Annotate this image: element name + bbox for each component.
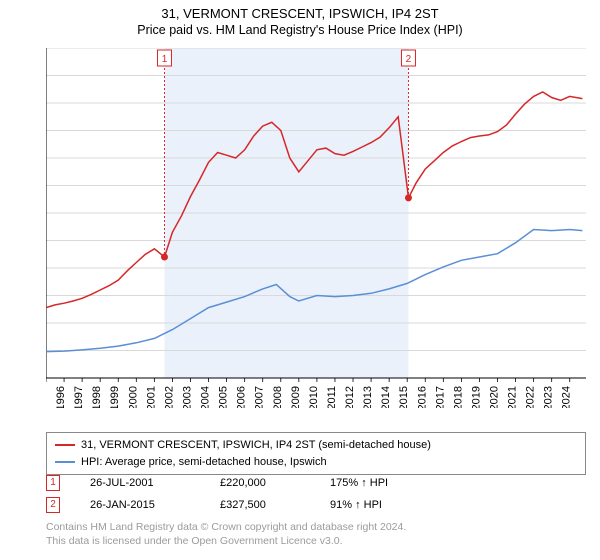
title-main: 31, VERMONT CRESCENT, IPSWICH, IP4 2ST — [0, 6, 600, 21]
marker-pct: 175% ↑ HPI — [330, 477, 450, 489]
footer-line2: This data is licensed under the Open Gov… — [46, 534, 586, 548]
svg-text:2002: 2002 — [163, 386, 175, 408]
legend-swatch — [55, 461, 75, 463]
marker-badge: 2 — [46, 497, 60, 513]
marker-badge: 1 — [46, 475, 60, 491]
svg-text:2019: 2019 — [470, 386, 482, 408]
svg-text:2006: 2006 — [236, 386, 248, 408]
legend-item: HPI: Average price, semi-detached house,… — [55, 454, 577, 471]
svg-text:1996: 1996 — [55, 386, 67, 408]
svg-text:1: 1 — [162, 54, 168, 65]
svg-text:2011: 2011 — [326, 386, 338, 408]
svg-text:2000: 2000 — [127, 386, 139, 408]
chart: £0£50K£100K£150K£200K£250K£300K£350K£400… — [46, 48, 586, 408]
marker-pct: 91% ↑ HPI — [330, 499, 450, 511]
svg-text:1998: 1998 — [91, 386, 103, 408]
marker-price: £327,500 — [220, 499, 330, 511]
svg-text:2014: 2014 — [380, 386, 392, 408]
marker-row: 2 26-JAN-2015£327,50091% ↑ HPI — [46, 494, 586, 516]
title-block: 31, VERMONT CRESCENT, IPSWICH, IP4 2ST P… — [0, 0, 600, 37]
svg-text:1999: 1999 — [109, 386, 121, 408]
legend-label: HPI: Average price, semi-detached house,… — [81, 454, 327, 471]
annotation-marker-2 — [405, 194, 412, 201]
svg-text:2016: 2016 — [416, 386, 428, 408]
svg-text:2020: 2020 — [489, 386, 501, 408]
marker-date: 26-JAN-2015 — [90, 499, 220, 511]
svg-text:2022: 2022 — [525, 386, 537, 408]
svg-text:2023: 2023 — [543, 386, 555, 408]
svg-text:2008: 2008 — [272, 386, 284, 408]
svg-text:2024: 2024 — [561, 386, 573, 408]
svg-text:2010: 2010 — [308, 386, 320, 408]
svg-text:1995: 1995 — [46, 386, 49, 408]
marker-table: 1 26-JUL-2001£220,000175% ↑ HPI 2 26-JAN-20… — [46, 472, 586, 516]
footer-note: Contains HM Land Registry data © Crown c… — [46, 520, 586, 548]
legend: 31, VERMONT CRESCENT, IPSWICH, IP4 2ST (… — [46, 432, 586, 475]
svg-text:1997: 1997 — [73, 386, 85, 408]
marker-row: 1 26-JUL-2001£220,000175% ↑ HPI — [46, 472, 586, 494]
svg-text:2009: 2009 — [290, 386, 302, 408]
svg-text:2013: 2013 — [362, 386, 374, 408]
svg-text:2017: 2017 — [434, 386, 446, 408]
svg-text:2001: 2001 — [145, 386, 157, 408]
svg-text:2004: 2004 — [200, 386, 212, 408]
svg-text:2007: 2007 — [254, 386, 266, 408]
legend-item: 31, VERMONT CRESCENT, IPSWICH, IP4 2ST (… — [55, 437, 577, 454]
title-sub: Price paid vs. HM Land Registry's House … — [0, 23, 600, 37]
svg-text:2005: 2005 — [218, 386, 230, 408]
svg-text:2003: 2003 — [181, 386, 193, 408]
svg-text:2012: 2012 — [344, 386, 356, 408]
annotation-marker-1 — [161, 254, 168, 261]
legend-label: 31, VERMONT CRESCENT, IPSWICH, IP4 2ST (… — [81, 437, 431, 454]
legend-swatch — [55, 444, 75, 446]
marker-price: £220,000 — [220, 477, 330, 489]
footer-line1: Contains HM Land Registry data © Crown c… — [46, 520, 586, 534]
marker-date: 26-JUL-2001 — [90, 477, 220, 489]
svg-text:2: 2 — [406, 54, 412, 65]
svg-text:2015: 2015 — [398, 386, 410, 408]
svg-text:2018: 2018 — [452, 386, 464, 408]
svg-text:2021: 2021 — [507, 386, 519, 408]
